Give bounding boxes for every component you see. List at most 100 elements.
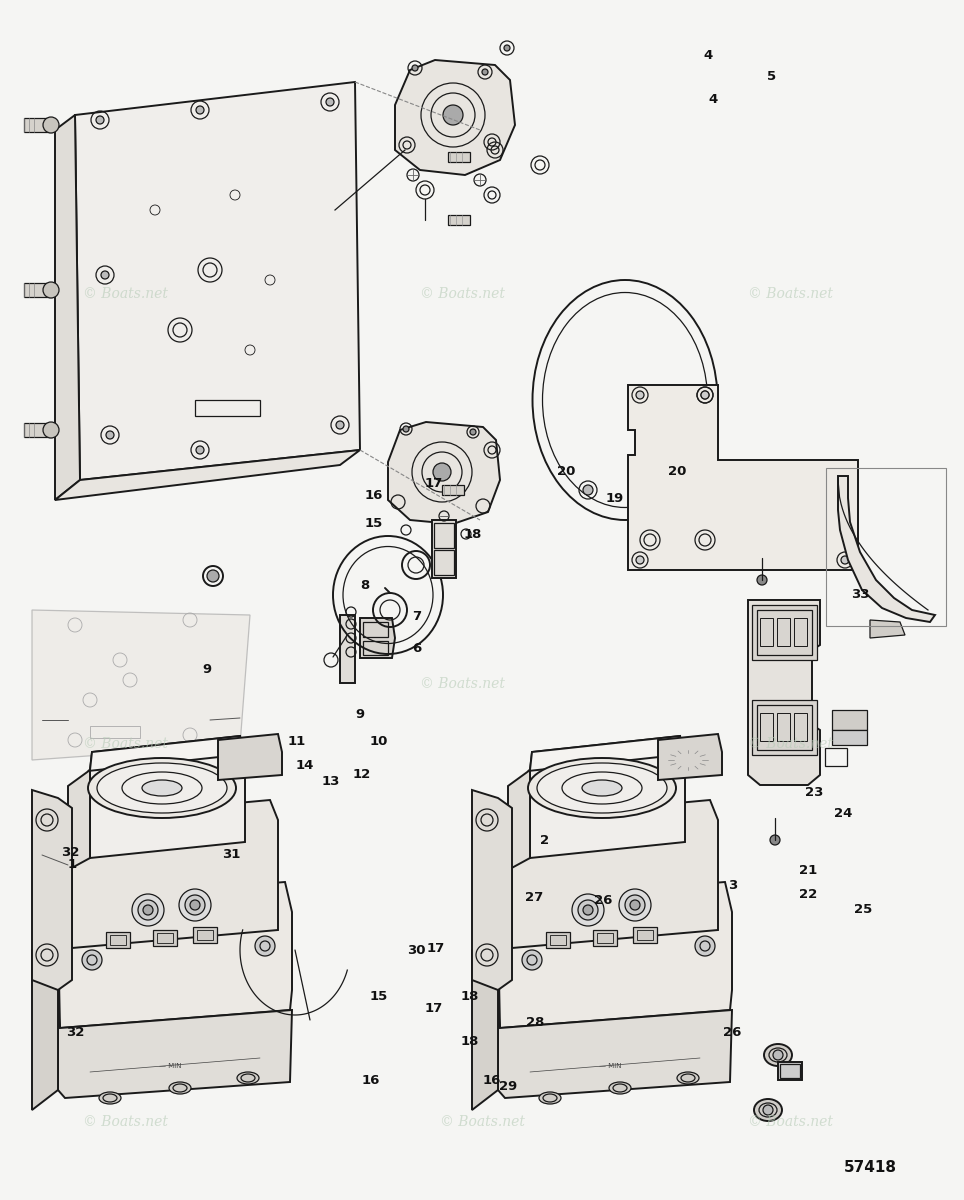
Text: 5: 5 — [766, 71, 776, 83]
Bar — [442, 485, 464, 494]
Bar — [752, 700, 817, 755]
Circle shape — [572, 894, 604, 926]
Circle shape — [255, 936, 275, 956]
Polygon shape — [218, 734, 282, 780]
Circle shape — [336, 421, 344, 428]
Bar — [752, 605, 817, 660]
Polygon shape — [488, 840, 512, 960]
Bar — [777, 618, 790, 646]
Circle shape — [326, 98, 334, 106]
Ellipse shape — [754, 1099, 782, 1121]
Circle shape — [522, 950, 542, 970]
Bar — [90, 726, 140, 738]
Bar — [780, 1064, 800, 1078]
Text: 14: 14 — [295, 760, 314, 772]
Bar — [363, 622, 388, 637]
Text: © Boats.net: © Boats.net — [420, 287, 505, 301]
Ellipse shape — [528, 758, 676, 818]
Bar — [794, 713, 807, 740]
Circle shape — [578, 900, 598, 920]
Polygon shape — [528, 736, 680, 770]
Circle shape — [132, 894, 164, 926]
Polygon shape — [498, 882, 732, 1028]
Ellipse shape — [88, 758, 236, 818]
Bar — [434, 523, 454, 548]
Circle shape — [96, 116, 104, 124]
Ellipse shape — [97, 763, 227, 814]
Text: © Boats.net: © Boats.net — [83, 1115, 168, 1129]
Polygon shape — [48, 840, 72, 960]
Bar — [637, 930, 653, 940]
Circle shape — [106, 431, 114, 439]
Text: 32: 32 — [61, 846, 80, 858]
Circle shape — [196, 446, 204, 454]
Text: — MIN: — MIN — [599, 1063, 621, 1069]
Circle shape — [625, 895, 645, 914]
Polygon shape — [748, 600, 820, 785]
Text: 29: 29 — [499, 1080, 517, 1092]
Text: © Boats.net: © Boats.net — [420, 677, 505, 691]
Polygon shape — [472, 790, 512, 990]
Text: 8: 8 — [360, 580, 369, 592]
Ellipse shape — [539, 1092, 561, 1104]
Text: 15: 15 — [370, 990, 388, 1002]
Text: 57418: 57418 — [844, 1160, 897, 1176]
Polygon shape — [870, 620, 905, 638]
Polygon shape — [55, 450, 360, 500]
Text: 16: 16 — [364, 490, 384, 502]
Polygon shape — [472, 930, 498, 1110]
Polygon shape — [530, 736, 685, 858]
Polygon shape — [32, 610, 250, 760]
Text: 19: 19 — [606, 492, 624, 504]
Polygon shape — [32, 930, 58, 1110]
Text: 21: 21 — [799, 864, 817, 876]
Text: 23: 23 — [805, 786, 824, 798]
Bar — [794, 618, 807, 646]
Circle shape — [841, 556, 849, 564]
Bar — [24, 422, 52, 437]
Polygon shape — [388, 422, 500, 524]
Circle shape — [763, 1105, 773, 1115]
Circle shape — [412, 65, 418, 71]
Bar — [832, 710, 867, 730]
Polygon shape — [58, 882, 292, 1028]
Bar — [157, 934, 173, 943]
Text: © Boats.net: © Boats.net — [83, 737, 168, 751]
Ellipse shape — [237, 1072, 259, 1084]
Circle shape — [143, 905, 153, 914]
Bar — [550, 935, 566, 946]
Circle shape — [630, 900, 640, 910]
Bar — [778, 1062, 802, 1080]
Polygon shape — [90, 736, 245, 858]
Bar — [760, 713, 773, 740]
Circle shape — [482, 68, 488, 74]
Circle shape — [43, 282, 59, 298]
Bar — [434, 550, 454, 575]
Text: 11: 11 — [288, 736, 306, 748]
Text: 16: 16 — [362, 1074, 381, 1086]
Bar — [593, 930, 617, 946]
Text: 26: 26 — [594, 894, 613, 906]
Circle shape — [701, 391, 709, 398]
Ellipse shape — [667, 749, 709, 770]
Circle shape — [433, 463, 451, 481]
Text: 3: 3 — [728, 880, 737, 892]
Text: 13: 13 — [321, 775, 340, 787]
Text: 6: 6 — [412, 642, 421, 654]
Bar — [448, 152, 470, 162]
Text: 10: 10 — [369, 736, 388, 748]
Ellipse shape — [537, 763, 667, 814]
Bar — [24, 283, 52, 296]
Circle shape — [770, 835, 780, 845]
Polygon shape — [88, 736, 240, 770]
Text: 24: 24 — [834, 808, 853, 820]
Circle shape — [138, 900, 158, 920]
Bar — [832, 730, 867, 745]
Text: © Boats.net: © Boats.net — [748, 737, 833, 751]
Bar — [826, 468, 946, 626]
Circle shape — [757, 575, 767, 584]
Text: 30: 30 — [407, 944, 426, 956]
Circle shape — [101, 271, 109, 278]
Bar — [24, 118, 52, 132]
Ellipse shape — [169, 1082, 191, 1094]
